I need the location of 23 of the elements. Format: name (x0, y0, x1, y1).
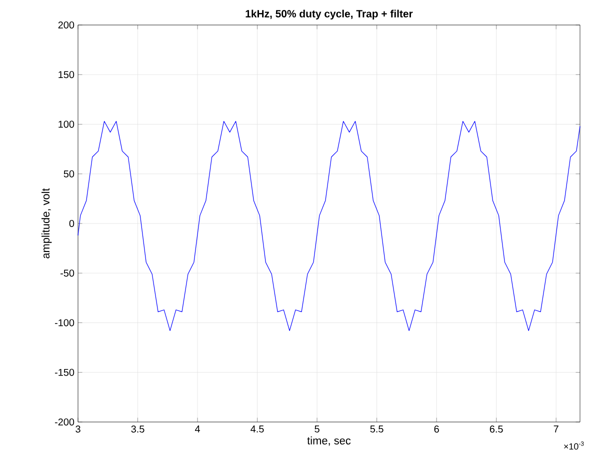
y-tick-label: -100 (54, 319, 74, 326)
line-series (78, 120, 580, 331)
x-tick-label: 3.5 (131, 426, 144, 433)
x-tick-label: 6.5 (490, 426, 503, 433)
x-tick-label: 4 (194, 426, 200, 432)
chart-title: 1kHz, 50% duty cycle, Trap + filter (246, 10, 413, 20)
y-tick-label: 200 (58, 21, 74, 29)
x-tick-label: 6 (434, 426, 439, 433)
y-tick-label: 0 (69, 220, 74, 228)
y-tick-label: 50 (64, 170, 74, 178)
text: ×10$^{-3}$ (564, 442, 584, 450)
y-tick-label: -200 (54, 418, 74, 426)
y-axis-title: amplitude, volt (41, 188, 52, 258)
y-tick-label: -150 (54, 368, 74, 376)
x-tick-label: 5.5 (370, 426, 384, 432)
x-tick-label: 3 (76, 426, 80, 433)
x-tick-label: 4.5 (250, 426, 264, 432)
y-tick-label: 150 (58, 71, 74, 78)
y-tick-label: -50 (60, 270, 74, 277)
x-axis-title: time, sec (307, 436, 351, 446)
x-tick-label: 7 (554, 426, 558, 432)
y-tick-label: 100 (58, 120, 74, 128)
x-tick-label: 5 (314, 426, 320, 432)
